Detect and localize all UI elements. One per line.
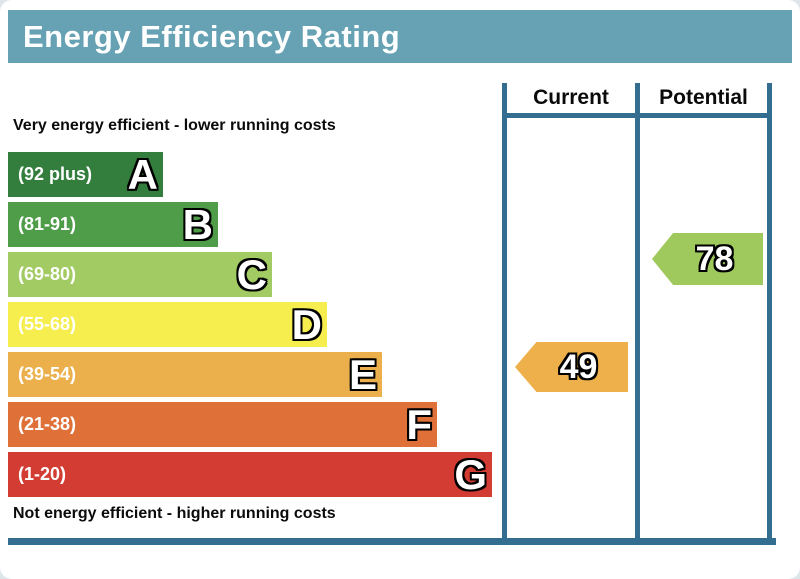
current-column-header: Current <box>533 86 609 109</box>
potential-rating-value: 78 <box>695 240 734 278</box>
band-letter: C <box>236 250 267 298</box>
band-letter: E <box>348 350 377 398</box>
band-range-label: (55-68) <box>18 314 77 334</box>
band-range-label: (21-38) <box>18 414 77 434</box>
band-letter: F <box>406 400 432 448</box>
band-row-g: (1-20) G <box>8 452 492 497</box>
band-letter: D <box>291 300 322 348</box>
table-border-left <box>502 83 507 545</box>
band-range-label: (92 plus) <box>18 164 93 184</box>
table-header-underline <box>502 113 772 118</box>
band-row-b: (81-91) B <box>8 202 218 247</box>
band-range-label: (39-54) <box>18 364 77 384</box>
band-row-d: (55-68) D <box>8 302 327 347</box>
current-rating-arrow: 49 <box>515 342 628 392</box>
title-banner: Energy Efficiency Rating <box>8 10 792 63</box>
band-row-e: (39-54) E <box>8 352 382 397</box>
band-letter: A <box>127 150 158 198</box>
caption-not-efficient: Not energy efficient - higher running co… <box>13 505 336 522</box>
current-rating-value: 49 <box>559 348 598 386</box>
caption-very-efficient: Very energy efficient - lower running co… <box>13 117 336 134</box>
band-row-f: (21-38) F <box>8 402 437 447</box>
band-range-label: (69-80) <box>18 264 77 284</box>
potential-rating-arrow: 78 <box>652 233 763 285</box>
table-border-right <box>767 83 772 545</box>
table-border-divider <box>635 83 640 545</box>
chart-bottom-rule <box>8 538 776 545</box>
band-row-c: (69-80) C <box>8 252 272 297</box>
band-range-label: (1-20) <box>18 464 67 484</box>
band-range-label: (81-91) <box>18 214 77 234</box>
potential-column-header: Potential <box>659 86 748 109</box>
band-letter: G <box>454 450 487 498</box>
band-row-a: (92 plus) A <box>8 152 163 197</box>
band-letter: B <box>182 200 213 248</box>
page-title: Energy Efficiency Rating <box>23 18 401 54</box>
